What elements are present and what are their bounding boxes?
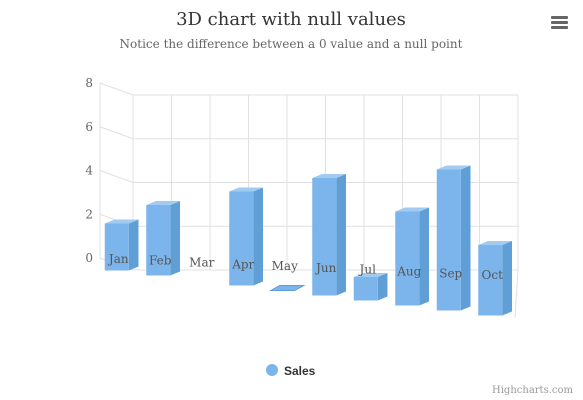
bar-may[interactable] — [268, 285, 306, 291]
bar-jul[interactable] — [353, 273, 388, 301]
chart-title: 3D chart with null values — [176, 9, 406, 30]
bar-feb[interactable] — [146, 201, 180, 276]
bar-jan[interactable] — [104, 219, 139, 271]
x-axis-labels: Jan Feb Mar Apr May Jun Jul Aug Sep Oct — [107, 252, 503, 282]
x-tick-label-jul: Jul — [358, 263, 377, 277]
x-tick-label-jan: Jan — [107, 252, 129, 266]
bar-oct[interactable] — [478, 241, 512, 316]
credits-link[interactable]: Highcharts.com — [492, 385, 573, 396]
grid-line — [99, 82, 134, 96]
chart-subtitle: Notice the difference between a 0 value … — [120, 37, 463, 51]
legend-marker — [266, 364, 278, 376]
y-tick-label: 2 — [85, 207, 93, 221]
x-tick-label-aug: Aug — [396, 265, 421, 279]
y-tick-label: 0 — [85, 251, 93, 265]
bar-apr[interactable] — [229, 187, 263, 286]
grid-line — [99, 170, 134, 183]
y-axis-ticks: 0 2 4 6 8 — [85, 76, 93, 265]
y-tick-label: 6 — [85, 120, 93, 134]
legend-item-sales[interactable]: Sales — [266, 364, 316, 378]
x-tick-label-jun: Jun — [314, 261, 337, 275]
hamburger-menu-icon[interactable] — [546, 10, 572, 34]
x-tick-label-sep: Sep — [439, 266, 462, 280]
x-tick-label-oct: Oct — [482, 268, 504, 282]
grid-line — [514, 269, 519, 319]
legend-label: Sales — [284, 364, 316, 378]
y-tick-label: 4 — [85, 164, 93, 178]
x-tick-label-may: May — [272, 259, 298, 273]
bar-jun[interactable] — [312, 174, 346, 296]
bar-series — [104, 165, 512, 316]
bar-aug[interactable] — [395, 207, 429, 306]
grid-line — [99, 126, 134, 140]
bar-sep[interactable] — [436, 165, 471, 311]
x-tick-label-apr: Apr — [231, 257, 254, 271]
x-tick-label-feb: Feb — [149, 254, 172, 268]
x-tick-label-mar: Mar — [189, 256, 214, 270]
y-tick-label: 8 — [85, 76, 93, 90]
